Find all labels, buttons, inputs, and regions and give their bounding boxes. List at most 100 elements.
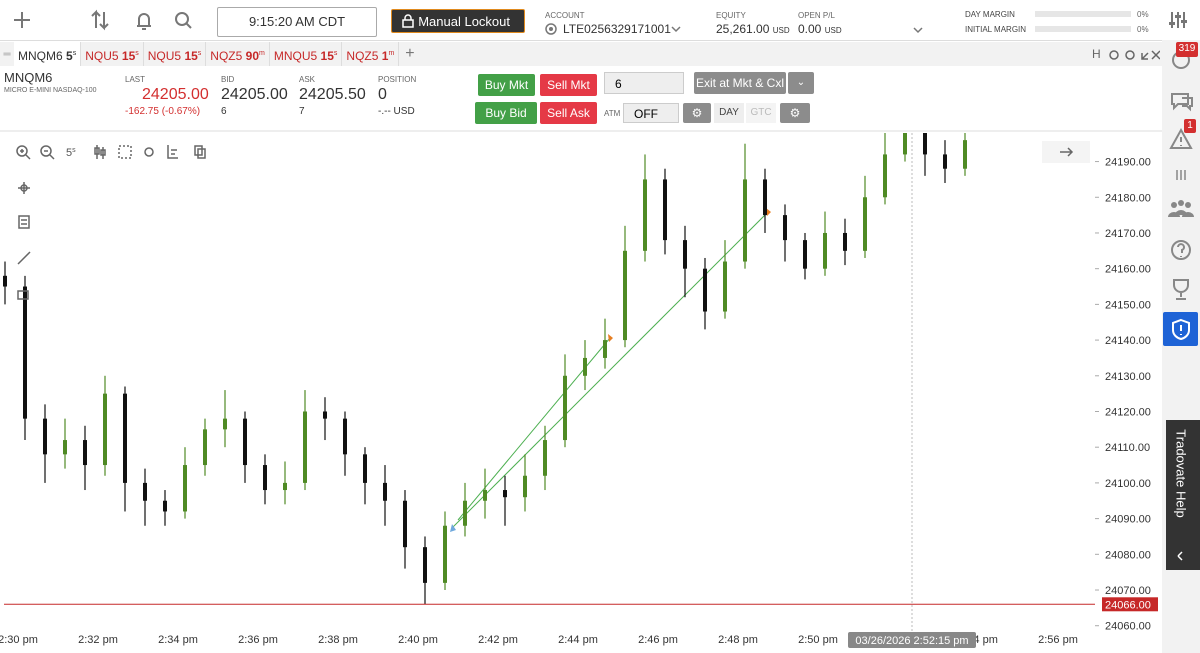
position: 0: [378, 86, 387, 103]
candle-body: [323, 411, 327, 419]
y-tick-label: 24180.00: [1105, 192, 1151, 204]
y-tick-label: 24120.00: [1105, 406, 1151, 418]
notification-badge: 319: [1178, 43, 1196, 54]
lockout-text: Manual Lockout: [418, 14, 510, 29]
tab-interval: 1: [381, 49, 389, 63]
tab-bar: ═ MNQM6 5s NQU5 15s NQU5 15s NQZ5 90m MNQU5 …: [0, 42, 1162, 66]
fill-marker: [608, 334, 613, 342]
x-tick-label: 2:46 pm: [638, 634, 678, 646]
candle-body: [923, 133, 927, 155]
y-tick-label: 24060.00: [1105, 621, 1151, 633]
candle-body: [603, 340, 607, 358]
day-button[interactable]: DAY: [714, 103, 744, 123]
account-id[interactable]: LTE0256329171001: [563, 22, 671, 36]
y-tick-label: 24130.00: [1105, 371, 1151, 383]
lock-icon: [402, 14, 414, 28]
trend-line: [451, 211, 769, 529]
candle-body: [103, 393, 107, 466]
buy-mkt-button[interactable]: Buy Mkt: [478, 74, 535, 96]
candle-body: [203, 429, 207, 466]
candle-body: [723, 261, 727, 312]
tab[interactable]: MNQU5 15s: [270, 42, 343, 66]
qty-select[interactable]: 6: [604, 72, 684, 94]
y-tick-label: 24090.00: [1105, 514, 1151, 526]
header-chevron[interactable]: [912, 25, 924, 35]
candle-body: [43, 418, 47, 455]
tif-settings[interactable]: ⚙: [780, 103, 810, 123]
tab-unit: m: [388, 50, 395, 57]
candle-body: [143, 482, 147, 501]
open-pl-unit: USD: [824, 26, 842, 35]
account-chevron[interactable]: [670, 24, 682, 34]
y-tick-label: 24080.00: [1105, 549, 1151, 561]
candle-body: [503, 490, 507, 498]
candle-body: [423, 547, 427, 583]
last-change: -162.75 (-0.67%): [125, 106, 201, 117]
buy-bid-button[interactable]: Buy Bid: [475, 102, 537, 124]
sell-ask-button[interactable]: Sell Ask: [540, 102, 597, 124]
tab-interval: 15: [184, 49, 198, 63]
ask-label: ASK: [299, 75, 316, 84]
account-label: ACCOUNT: [545, 11, 585, 20]
top-icons: [14, 9, 192, 31]
tab-h[interactable]: H: [1092, 47, 1101, 61]
last-price: 24205.00: [142, 86, 209, 103]
x-tick-label: 2:36 pm: [238, 634, 278, 646]
gtc-button[interactable]: GTC: [746, 103, 776, 123]
candle-body: [863, 197, 867, 251]
top-bar: [0, 0, 1200, 41]
y-tick-label: 24070.00: [1105, 585, 1151, 597]
add-tab[interactable]: +: [405, 45, 415, 62]
tab[interactable]: NQZ5 90m: [206, 42, 270, 66]
clock: 9:15:20 AM CDT: [217, 7, 377, 37]
bid-label: BID: [221, 75, 235, 84]
chart-interval-value: 5: [66, 147, 72, 159]
x-tick-label: 2:50 pm: [798, 634, 838, 646]
tab[interactable]: MNQM6 5s: [14, 42, 82, 66]
initial-margin-bar: [1035, 26, 1131, 32]
open-pl-value: 0.00: [798, 22, 822, 36]
y-tick-label: 24150.00: [1105, 299, 1151, 311]
tab[interactable]: NQU5 15s: [144, 42, 207, 66]
candle-body: [463, 500, 467, 526]
candle-body: [683, 240, 687, 269]
candle-body: [623, 250, 627, 341]
chart-interval-unit: s: [72, 147, 76, 154]
tab-tools: [1109, 50, 1160, 60]
tab-symbol: MNQM6: [18, 49, 63, 63]
settings-icon[interactable]: [1168, 10, 1188, 30]
candle-body: [883, 154, 887, 198]
candle-body: [243, 418, 247, 466]
crosshair-badge: [848, 632, 976, 648]
sell-mkt-button[interactable]: Sell Mkt: [540, 74, 597, 96]
help-tab[interactable]: Tradovate Help: [1173, 429, 1189, 518]
tab-interval: 90: [245, 49, 260, 63]
candle-body: [803, 240, 807, 269]
candle-body: [403, 500, 407, 548]
exit-menu[interactable]: ⌄: [788, 72, 814, 94]
candle-body: [583, 357, 587, 376]
tab[interactable]: NQZ5 1m: [342, 42, 400, 66]
tab-symbol: NQU5: [85, 49, 119, 63]
alert-badge: 1: [1187, 120, 1193, 131]
equity-unit: USD: [772, 26, 790, 35]
atm-label: ATM: [604, 109, 621, 118]
tab-unit: s: [197, 50, 202, 57]
day-margin: 0%: [1137, 10, 1149, 19]
y-tick-label: 24170.00: [1105, 228, 1151, 240]
candle-body: [63, 440, 67, 455]
tab-unit: m: [259, 50, 265, 57]
fill-marker: [766, 208, 771, 216]
qty: 6: [615, 77, 622, 91]
atm-settings[interactable]: ⚙: [683, 103, 711, 123]
initial-margin-label: INITIAL MARGIN: [965, 25, 1027, 34]
ask-size: 7: [299, 106, 305, 117]
candle-body: [783, 215, 787, 241]
candle-body: [263, 465, 267, 491]
candle-body: [543, 440, 547, 476]
candle-body: [963, 140, 967, 169]
exit-button[interactable]: Exit at Mkt & Cxl: [694, 72, 786, 94]
candle-body: [483, 490, 487, 501]
atm-select[interactable]: OFF: [623, 103, 679, 123]
tab[interactable]: NQU5 15s: [81, 42, 144, 66]
